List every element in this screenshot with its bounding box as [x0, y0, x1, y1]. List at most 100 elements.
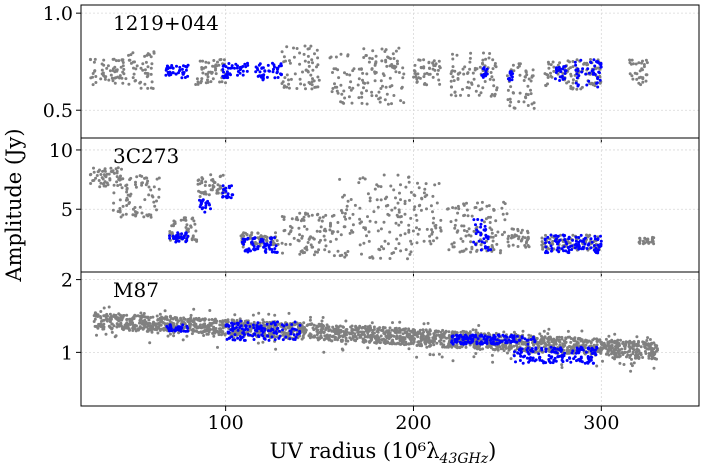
data-point — [93, 69, 97, 73]
data-point — [195, 77, 199, 81]
data-point — [641, 59, 644, 63]
data-point — [252, 245, 256, 248]
data-point — [307, 237, 311, 241]
data-point — [255, 66, 259, 70]
data-point — [489, 248, 493, 252]
data-point — [200, 77, 204, 81]
data-point — [549, 233, 553, 237]
data-point — [564, 69, 568, 73]
data-point — [222, 324, 225, 328]
data-point — [423, 82, 427, 85]
data-point — [641, 80, 645, 84]
data-point — [502, 330, 506, 334]
data-point — [368, 219, 372, 223]
data-point — [599, 239, 603, 243]
data-point — [162, 321, 166, 325]
data-point — [295, 333, 299, 336]
data-point — [271, 70, 275, 74]
data-point — [487, 204, 491, 208]
data-point — [380, 47, 384, 51]
data-point — [107, 305, 111, 309]
data-point — [382, 74, 386, 77]
data-point — [291, 327, 295, 331]
data-point — [427, 330, 431, 334]
data-point — [589, 61, 593, 65]
data-point — [351, 230, 355, 234]
data-point — [120, 186, 124, 190]
data-point — [586, 63, 590, 67]
data-point — [167, 326, 171, 330]
data-point — [179, 316, 183, 320]
data-point — [99, 181, 103, 185]
data-point — [451, 359, 455, 363]
data-point — [435, 236, 439, 240]
data-point — [353, 328, 357, 332]
data-point — [211, 184, 215, 187]
data-point — [98, 185, 102, 189]
data-point — [207, 70, 211, 74]
data-point — [142, 321, 146, 325]
data-point — [180, 67, 184, 71]
data-point — [312, 237, 316, 241]
data-point — [323, 248, 327, 252]
data-point — [462, 72, 466, 76]
data-point — [301, 70, 304, 74]
data-point — [395, 213, 399, 217]
data-point — [195, 318, 199, 321]
data-point — [92, 170, 96, 174]
data-point — [241, 69, 245, 73]
data-point — [124, 212, 128, 216]
data-point — [596, 237, 600, 241]
data-point — [199, 326, 203, 330]
data-point — [230, 321, 234, 325]
data-point — [433, 68, 437, 72]
data-point — [525, 73, 529, 77]
data-point — [635, 77, 639, 81]
data-point — [492, 248, 496, 252]
data-point — [214, 72, 218, 76]
data-point — [273, 323, 277, 327]
data-point — [156, 331, 160, 335]
data-point — [344, 339, 348, 343]
data-point — [365, 89, 368, 93]
data-point — [337, 76, 341, 80]
data-point — [265, 322, 269, 326]
data-point — [311, 326, 315, 330]
data-point — [630, 58, 634, 62]
data-point — [180, 232, 184, 236]
data-point — [442, 343, 446, 347]
data-point — [317, 78, 321, 82]
data-point — [401, 66, 405, 70]
data-point — [482, 237, 486, 241]
data-point — [101, 177, 105, 181]
data-point — [311, 61, 314, 65]
data-point — [471, 328, 475, 332]
data-point — [145, 53, 149, 57]
data-point — [418, 203, 422, 207]
data-point — [336, 221, 340, 224]
data-point — [412, 208, 416, 211]
data-point — [569, 66, 572, 70]
data-point — [172, 334, 176, 338]
data-point — [496, 348, 500, 352]
data-point — [94, 324, 98, 328]
data-point — [498, 251, 502, 255]
data-point — [544, 241, 547, 245]
data-point — [436, 68, 440, 72]
data-point — [523, 75, 527, 79]
data-point — [574, 63, 578, 67]
data-point — [256, 74, 260, 78]
data-point — [119, 183, 122, 187]
data-point — [544, 245, 548, 249]
data-point — [624, 344, 627, 347]
data-point — [263, 69, 267, 73]
data-point — [397, 208, 401, 212]
data-point — [589, 349, 593, 353]
data-point — [216, 345, 219, 349]
data-point — [186, 234, 190, 238]
data-point — [115, 175, 119, 179]
data-point — [575, 359, 578, 363]
data-point — [335, 89, 339, 93]
data-point — [502, 349, 506, 353]
data-point — [472, 355, 476, 359]
